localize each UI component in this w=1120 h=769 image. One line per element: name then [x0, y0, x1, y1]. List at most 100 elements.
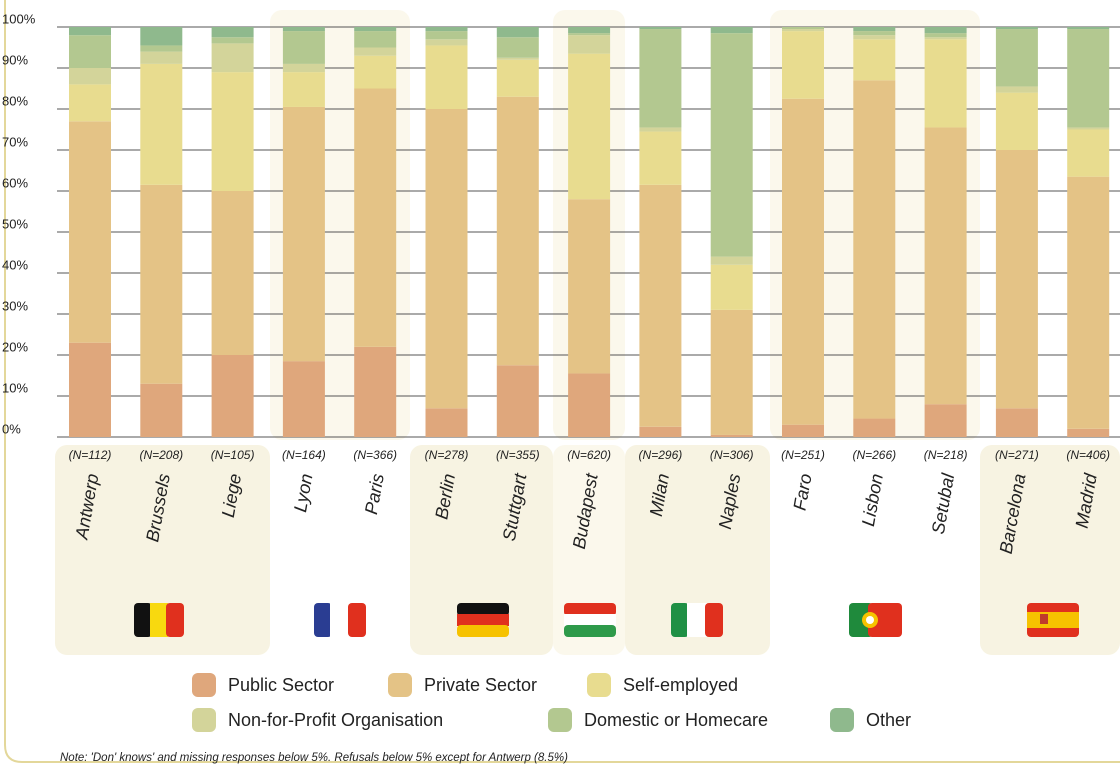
- bar-segment: [425, 27, 468, 32]
- page-border: [4, 0, 1120, 763]
- sample-size: (N=266): [852, 448, 896, 462]
- bar-segment: [282, 106, 325, 362]
- bar-segment: [924, 39, 967, 128]
- bar-segment: [995, 86, 1038, 93]
- bar-segment: [69, 121, 111, 343]
- bar-segment: [211, 72, 254, 191]
- bar-segment: [639, 29, 682, 128]
- panel: [553, 445, 625, 655]
- bar-segment: [995, 150, 1038, 409]
- bar-segment: [140, 45, 183, 52]
- y-tick-label: 30%: [2, 298, 28, 313]
- sample-size: (N=620): [567, 448, 611, 462]
- sample-size: (N=218): [924, 448, 968, 462]
- sample-size: (N=112): [69, 448, 112, 462]
- bar-segment: [425, 31, 468, 40]
- bar-segment: [639, 131, 682, 185]
- bar-segment: [782, 27, 824, 30]
- bar-segment: [710, 27, 753, 34]
- bar-segment: [425, 39, 468, 46]
- legend-swatch: [548, 708, 572, 732]
- legend-label: Other: [866, 710, 911, 730]
- flag-germany: [457, 603, 509, 637]
- y-tick-label: 80%: [2, 93, 28, 108]
- bar-segment: [282, 72, 325, 107]
- bar-segment: [496, 365, 539, 437]
- bar-segment: [568, 373, 611, 437]
- sample-size: (N=406): [1066, 448, 1110, 462]
- legend-label: Domestic or Homecare: [584, 710, 768, 730]
- bar-segment: [924, 404, 967, 437]
- bar-segment: [211, 37, 254, 44]
- legend-swatch: [192, 708, 216, 732]
- bar-segment: [568, 33, 611, 36]
- sample-size: (N=271): [995, 448, 1039, 462]
- bar-segment: [782, 98, 824, 425]
- flags: [134, 603, 1079, 637]
- bar-segment: [425, 109, 468, 409]
- legend-swatch: [587, 673, 611, 697]
- y-tick-label: 70%: [2, 134, 28, 149]
- panel: [55, 445, 270, 655]
- bar-segment: [782, 29, 824, 32]
- bar-segment: [853, 80, 896, 419]
- sample-size: (N=366): [353, 448, 397, 462]
- bar-segment: [354, 47, 397, 56]
- bar-segment: [140, 63, 183, 185]
- y-tick-label: 60%: [2, 175, 28, 190]
- bar-segment: [710, 256, 753, 265]
- bar-segment: [496, 37, 539, 58]
- x-tick-label: Lyon: [290, 472, 316, 514]
- y-tick-label: 20%: [2, 339, 28, 354]
- bar-segment: [568, 53, 611, 200]
- bar-segment: [710, 33, 753, 257]
- x-tick-label: Faro: [789, 472, 815, 512]
- flag-spain: [1027, 603, 1079, 637]
- bar-segment: [995, 27, 1038, 30]
- legend-label: Self-employed: [623, 675, 738, 695]
- bar-segment: [211, 43, 254, 73]
- bar-segment: [1067, 428, 1110, 437]
- bar-segment: [69, 27, 111, 36]
- bar-segment: [995, 29, 1038, 87]
- bar-segment: [211, 191, 254, 355]
- y-tick-label: 40%: [2, 257, 28, 272]
- sample-size: (N=251): [781, 448, 825, 462]
- bar-segment: [282, 63, 325, 73]
- flag-belgium: [134, 603, 184, 637]
- x-tick-label: Setubal: [928, 471, 958, 536]
- bar-segment: [425, 45, 468, 109]
- bar-segment: [496, 57, 539, 60]
- bar-segment: [639, 127, 682, 132]
- bar-segment: [1067, 176, 1110, 429]
- bar-segment: [924, 27, 967, 34]
- y-tick-label: 90%: [2, 52, 28, 67]
- bar-segment: [282, 361, 325, 437]
- bar-segment: [496, 59, 539, 97]
- flag-hungary: [564, 603, 616, 637]
- bar-segment: [710, 434, 753, 437]
- bar-segment: [496, 96, 539, 366]
- y-tick-label: 50%: [2, 216, 28, 231]
- legend-label: Non-for-Profit Organisation: [228, 710, 443, 730]
- x-tick-label: Paris: [361, 472, 388, 516]
- bar-segment: [853, 31, 896, 36]
- panel: [980, 445, 1120, 655]
- bar-segment: [782, 31, 824, 99]
- panel: [625, 445, 770, 655]
- bar-segment: [354, 346, 397, 437]
- sample-size: (N=306): [710, 448, 754, 462]
- bar-segment: [782, 424, 824, 437]
- bar-segment: [924, 127, 967, 405]
- note: Note: 'Don' knows' and missing responses…: [60, 752, 568, 764]
- sample-size: (N=208): [139, 448, 183, 462]
- bar-segment: [639, 27, 682, 30]
- bar-segment: [1067, 127, 1110, 130]
- bar-segment: [140, 27, 183, 46]
- bar-segment: [924, 37, 967, 40]
- flag-italy: [671, 603, 723, 637]
- sample-size: (N=105): [211, 448, 255, 462]
- bar-segment: [354, 31, 397, 48]
- bar-segment: [140, 184, 183, 384]
